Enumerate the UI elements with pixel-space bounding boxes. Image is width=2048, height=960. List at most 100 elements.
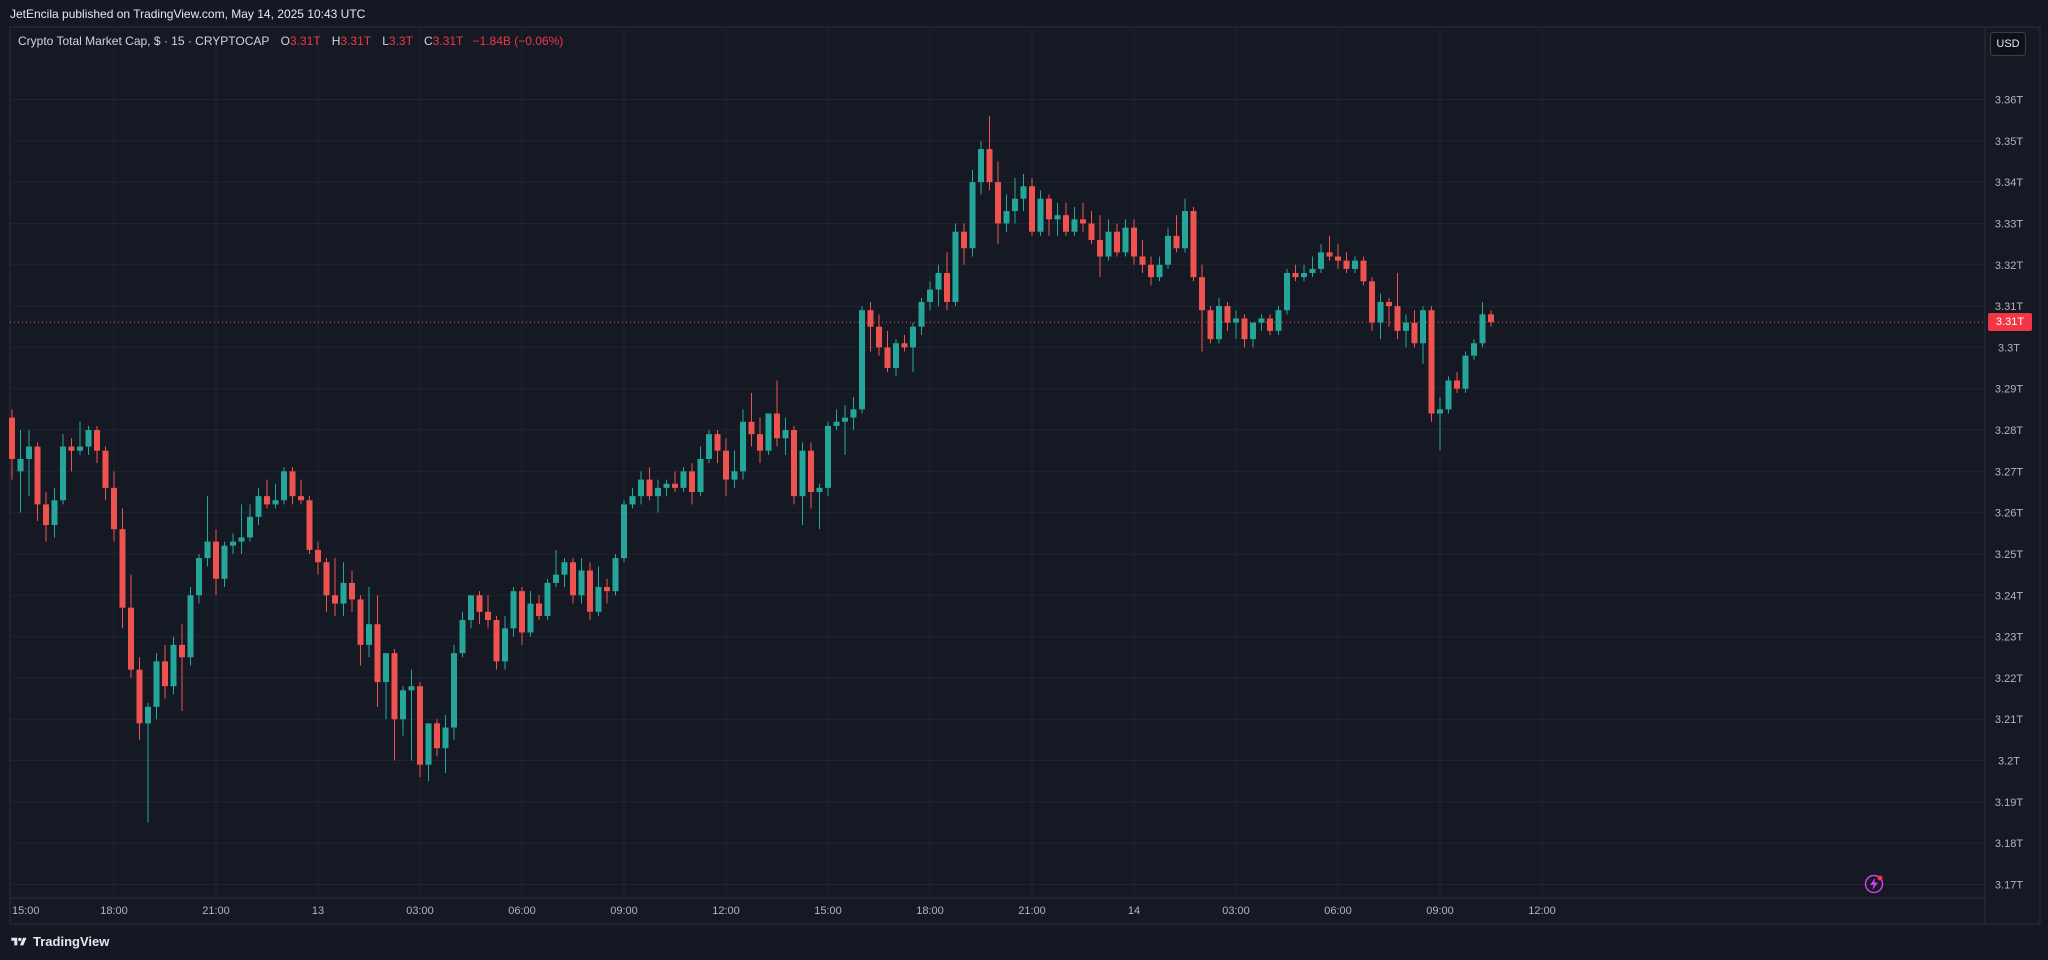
candle-body [408, 686, 415, 691]
price-axis[interactable]: 3.17T 3.18T 3.19T 3.2T 3.21T 3.22T 3.23T 3.24T 3… [1995, 95, 2023, 892]
x-tick-label: 21:00 [1018, 905, 1046, 917]
candle-body [893, 343, 899, 369]
candle-body [1241, 318, 1248, 340]
x-tick-label: 12:00 [1528, 905, 1556, 917]
candle-body [323, 562, 330, 596]
x-tick-label: 14 [1128, 905, 1140, 917]
y-tick-label: 3.35T [1995, 136, 2023, 148]
candle-body [332, 595, 338, 604]
candle-body [170, 644, 177, 687]
candle-body [791, 430, 797, 497]
currency-button[interactable]: USD [1990, 32, 2026, 56]
candle-body [884, 347, 891, 369]
candle-body [383, 653, 389, 683]
candle-body [1114, 231, 1120, 253]
y-tick-label: 3.2T [1998, 756, 2020, 768]
candle-body [374, 624, 381, 683]
candle-body [357, 599, 364, 645]
candle-body [1352, 260, 1358, 269]
close-value: 3.31T [432, 34, 464, 48]
candle-body [986, 149, 993, 183]
candle-body [918, 301, 925, 327]
candle-body [748, 421, 755, 435]
candle-body [536, 603, 542, 616]
candle-body [1275, 310, 1282, 331]
candle-body [1105, 231, 1112, 257]
candle-body [459, 620, 466, 654]
y-tick-label: 3.31T [1995, 301, 2023, 313]
candle-body [1326, 252, 1333, 257]
candle-body [60, 446, 66, 501]
candle-body [9, 417, 15, 459]
candle-body [468, 595, 474, 621]
candle-body [434, 723, 440, 749]
candle-body [1471, 343, 1477, 356]
candle-body [51, 500, 58, 526]
candle-body [995, 182, 1001, 224]
candle-body [825, 425, 831, 488]
candle-body [221, 545, 228, 579]
candle-body [1063, 215, 1069, 232]
candle-body [85, 430, 92, 447]
candle-body [145, 706, 151, 724]
candle-body [391, 653, 398, 720]
y-tick-label: 3.25T [1995, 549, 2023, 561]
publisher-credit: JetEncila published on TradingView.com, … [10, 7, 366, 21]
candle-body [264, 496, 270, 505]
legend-ohlc: Crypto Total Market Cap, $ · 15 · CRYPTO… [18, 34, 563, 48]
candle-body [1445, 380, 1452, 410]
candle-body [119, 529, 126, 608]
candle-body [1377, 301, 1384, 323]
x-tick-label: 09:00 [1426, 905, 1454, 917]
candle-body [680, 471, 687, 488]
candle-body [1369, 281, 1375, 323]
y-tick-label: 3.17T [1995, 880, 2023, 892]
change-value: −1.84B (−0.06%) [472, 34, 564, 48]
candle-body [1403, 322, 1409, 331]
candle-body [1173, 235, 1180, 249]
flash-lightning-icon[interactable] [1864, 874, 1884, 894]
candle-body [1071, 219, 1078, 232]
candle-body [935, 273, 942, 290]
candle-body [850, 409, 857, 418]
candle-body [1488, 314, 1494, 323]
candle-body [1207, 310, 1214, 340]
candle-body [485, 611, 491, 621]
chart-frame [9, 26, 2041, 925]
candle-body [706, 434, 712, 459]
candle-body [629, 496, 636, 505]
candle-body [1080, 219, 1086, 224]
candle-body [204, 541, 211, 559]
candle-body [1156, 264, 1163, 278]
candle-body [442, 727, 449, 749]
candle-body [816, 487, 823, 492]
candle-body [655, 487, 661, 497]
high-value: 3.31T [340, 34, 371, 48]
candle-body [1054, 215, 1061, 220]
candle-body [1454, 380, 1460, 389]
close-label: C [424, 34, 433, 48]
candle-body [1122, 227, 1129, 253]
y-tick-label: 3.28T [1995, 425, 2023, 437]
x-tick-label: 18:00 [916, 905, 944, 917]
candle-body [604, 587, 610, 592]
symbol-title[interactable]: Crypto Total Market Cap, $ · 15 · CRYPTO… [18, 34, 270, 48]
y-tick-label: 3.24T [1995, 590, 2023, 602]
candle-body [1462, 355, 1469, 389]
candle-body [77, 446, 83, 451]
candle-body [1148, 264, 1154, 278]
candle-body [340, 582, 347, 604]
y-tick-label: 3.18T [1995, 838, 2023, 850]
candle-body [187, 595, 194, 658]
candle-body [1284, 273, 1290, 311]
time-axis[interactable]: 15:00 18:00 21:00 13 03:00 06:00 09:00 12:00 15:… [12, 905, 1556, 917]
candle-body [213, 541, 219, 579]
brand[interactable]: TradingView [10, 934, 109, 949]
candle-body [247, 516, 253, 538]
x-tick-label: 12:00 [712, 905, 740, 917]
brand-name: TradingView [33, 934, 110, 949]
candle-body [1037, 198, 1044, 232]
candle-body [1411, 322, 1418, 344]
low-label: L [382, 34, 389, 48]
